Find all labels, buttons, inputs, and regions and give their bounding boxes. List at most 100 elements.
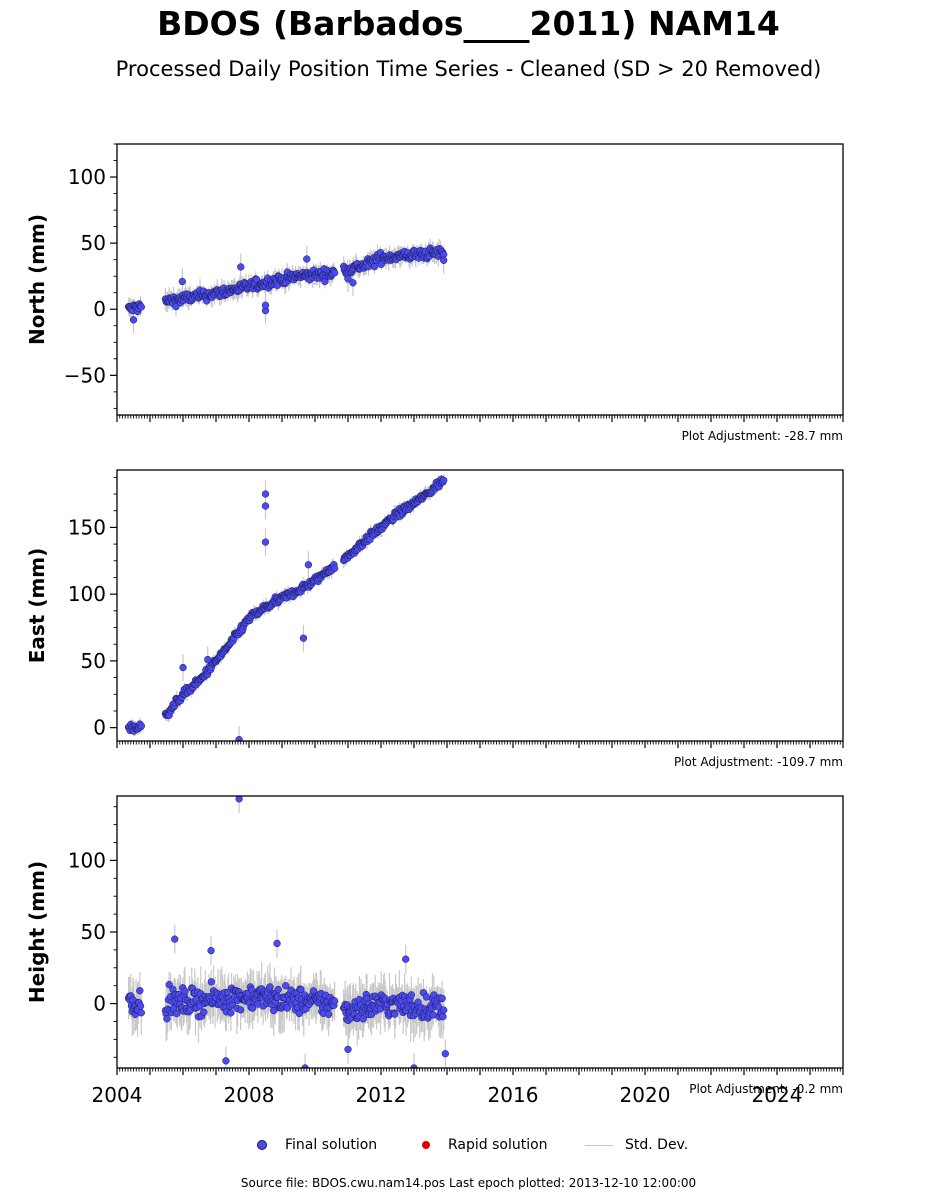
y-axis-label: East (mm): [25, 548, 49, 664]
legend-final-solution: Final solution: [257, 1137, 377, 1153]
final-solution-point: [304, 561, 313, 569]
y-tick-label: 50: [81, 231, 106, 255]
final-solution-point: [359, 1015, 367, 1023]
std-dev-bars: [127, 796, 446, 1068]
legend-std-label: Std. Dev.: [625, 1137, 689, 1153]
final-solution-point: [204, 655, 212, 664]
final-solution-marker-icon: [257, 1140, 267, 1150]
plot-frame: [116, 469, 844, 742]
final-solution-points: [124, 244, 448, 324]
final-solution-point: [439, 1012, 447, 1021]
final-solution-point: [297, 985, 305, 994]
final-solution-point: [303, 255, 311, 263]
x-tick-label: 2016: [488, 1083, 539, 1107]
final-solution-point: [178, 277, 186, 286]
plot-adjustment-label: Plot Adjustment: -109.7 mm: [674, 755, 843, 769]
y-tick-label: 0: [93, 297, 106, 321]
plot-adjustment-label: Plot Adjustment: -28.7 mm: [682, 429, 843, 443]
x-tick-label: 2020: [620, 1083, 671, 1107]
final-solution-point: [235, 736, 243, 741]
data-layer: [124, 238, 448, 334]
final-solution-point: [330, 997, 339, 1005]
final-solution-points: [124, 475, 448, 741]
final-solution-point: [163, 1015, 171, 1023]
final-solution-point: [349, 279, 357, 287]
y-tick-label: 50: [81, 920, 106, 944]
final-solution-point: [299, 634, 308, 642]
y-ticks: 0 50 100: [68, 806, 117, 1058]
final-solution-point: [171, 935, 179, 943]
final-solution-point: [261, 301, 270, 309]
x-tick-label: 2012: [356, 1083, 407, 1107]
x-ticks: [116, 415, 844, 422]
y-tick-label: 100: [68, 165, 106, 189]
chart-title: BDOS (Barbados____2011) NAM14: [157, 4, 780, 43]
final-solution-point: [235, 796, 243, 803]
final-solution-point: [324, 1010, 333, 1019]
final-solution-point: [261, 538, 270, 546]
final-solution-point: [179, 663, 187, 672]
y-tick-label: −50: [64, 363, 106, 387]
chart-subtitle: Processed Daily Position Time Series - C…: [115, 57, 822, 81]
x-tick-label: 2024: [752, 1083, 803, 1107]
x-ticks: [116, 1068, 844, 1075]
panel-1: 0 50 100 150 East (mm) Plot Adjustment: -109.…: [25, 469, 844, 769]
final-solution-point: [222, 1057, 230, 1065]
legend-rapid-label: Rapid solution: [448, 1137, 548, 1153]
final-solution-point: [330, 269, 339, 277]
final-solution-point: [391, 1010, 399, 1018]
final-solution-point: [274, 985, 282, 994]
std-dev-line-icon: [585, 1144, 613, 1146]
final-solution-point: [237, 263, 245, 271]
final-solution-point: [181, 987, 189, 996]
final-solution-point: [407, 991, 416, 999]
final-solution-point: [136, 1002, 145, 1010]
legend-std-dev: Std. Dev.: [585, 1137, 688, 1153]
rapid-solution-marker-icon: [422, 1141, 430, 1149]
final-solution-point: [440, 476, 448, 484]
final-solution-point: [370, 263, 379, 271]
final-solution-point: [438, 994, 446, 1003]
data-layer: [124, 796, 450, 1068]
plot-adjustment-label: Plot Adjustment: -0.2 mm: [689, 1082, 843, 1096]
final-solution-point: [402, 955, 410, 963]
final-solution-points: [124, 796, 450, 1068]
final-solution-point: [261, 490, 270, 498]
x-tick-label: 2004: [92, 1083, 143, 1107]
x-ticks: [116, 741, 844, 748]
final-solution-point: [429, 1011, 437, 1019]
y-tick-label: 100: [68, 582, 106, 606]
final-solution-point: [236, 1006, 245, 1014]
final-solution-point: [207, 978, 215, 986]
final-solution-point: [252, 275, 261, 283]
final-solution-point: [207, 946, 215, 955]
y-axis-label: North (mm): [25, 214, 49, 345]
final-solution-point: [137, 1009, 145, 1017]
final-solution-point: [137, 722, 145, 730]
final-solution-point: [227, 1009, 235, 1017]
legend: Final solution Rapid solution Std. Dev.: [0, 1137, 937, 1157]
final-solution-point: [173, 1009, 181, 1018]
final-solution-point: [165, 980, 173, 989]
panel-2: 0 50 100 Height (mm) Plot Adjustment: -0.2 m…: [25, 795, 844, 1107]
y-tick-label: 50: [81, 649, 106, 673]
final-solution-point: [440, 1006, 448, 1014]
final-solution-point: [440, 256, 448, 264]
y-tick-label: 150: [68, 515, 106, 539]
final-solution-point: [422, 993, 431, 1001]
y-axis-label: Height (mm): [25, 861, 49, 1003]
source-note: Source file: BDOS.cwu.nam14.pos Last epo…: [240, 1176, 697, 1190]
plot-frame: [116, 143, 844, 416]
final-solution-point: [441, 1050, 450, 1058]
final-solution-point: [261, 502, 270, 510]
final-solution-point: [266, 983, 274, 991]
final-solution-point: [330, 564, 339, 573]
final-solution-point: [282, 982, 290, 990]
y-ticks: 0 50 100 150: [68, 476, 117, 740]
final-solution-point: [137, 303, 145, 311]
final-solution-point: [283, 1004, 291, 1012]
y-tick-label: 0: [93, 992, 106, 1016]
final-solution-point: [344, 1045, 352, 1054]
y-ticks: −50 0 50 100: [64, 143, 117, 409]
